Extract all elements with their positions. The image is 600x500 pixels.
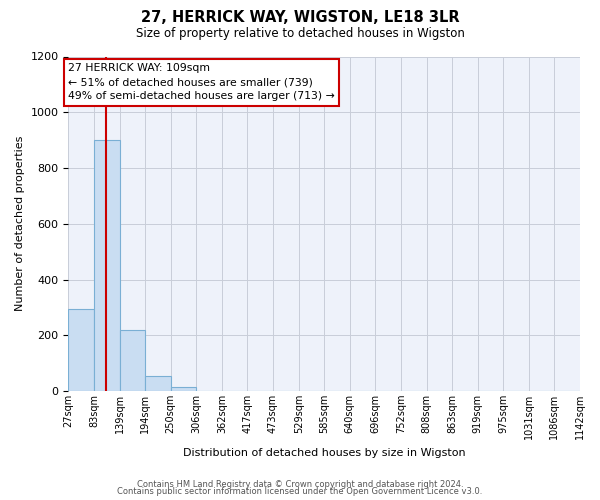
Text: 27 HERRICK WAY: 109sqm
← 51% of detached houses are smaller (739)
49% of semi-de: 27 HERRICK WAY: 109sqm ← 51% of detached…	[68, 64, 335, 102]
Text: Contains public sector information licensed under the Open Government Licence v3: Contains public sector information licen…	[118, 487, 482, 496]
Bar	[145, 376, 171, 391]
Text: 27, HERRICK WAY, WIGSTON, LE18 3LR: 27, HERRICK WAY, WIGSTON, LE18 3LR	[140, 10, 460, 25]
Y-axis label: Number of detached properties: Number of detached properties	[15, 136, 25, 312]
Text: Size of property relative to detached houses in Wigston: Size of property relative to detached ho…	[136, 28, 464, 40]
Bar	[94, 140, 120, 391]
X-axis label: Distribution of detached houses by size in Wigston: Distribution of detached houses by size …	[183, 448, 466, 458]
Bar	[68, 309, 94, 391]
Bar	[120, 330, 145, 391]
Text: Contains HM Land Registry data © Crown copyright and database right 2024.: Contains HM Land Registry data © Crown c…	[137, 480, 463, 489]
Bar	[171, 387, 196, 391]
